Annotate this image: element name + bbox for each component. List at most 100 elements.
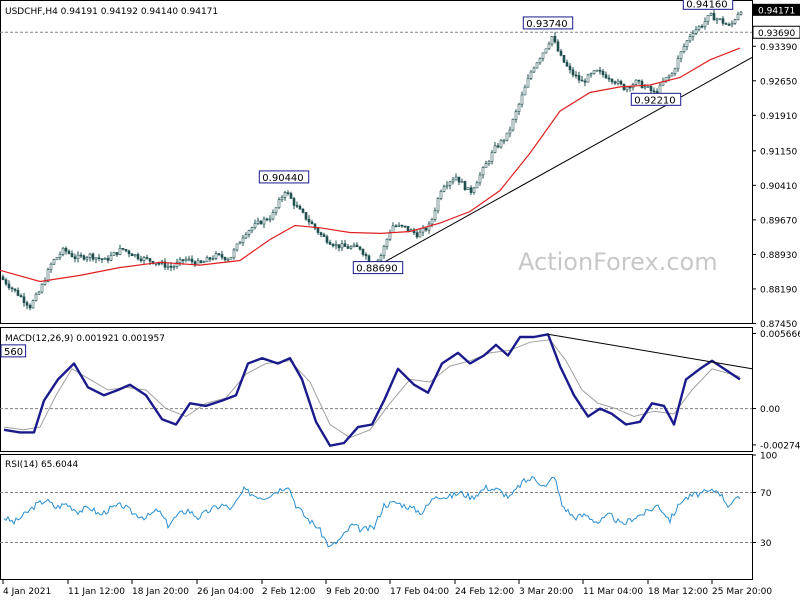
candle-body xyxy=(223,257,227,260)
candle-body xyxy=(484,163,488,168)
rsi-lines xyxy=(0,475,752,548)
candle-body xyxy=(217,253,221,255)
candle-body xyxy=(415,232,419,238)
candle-body xyxy=(460,181,464,183)
candle-body xyxy=(178,259,182,263)
price-tick-label: 0.92650 xyxy=(760,77,797,87)
price-title: USDCHF,H4 0.94191 0.94192 0.94140 0.9417… xyxy=(5,7,218,17)
macd-tick-label: 0.00 xyxy=(760,405,780,415)
moving-average xyxy=(0,47,741,283)
candle-body xyxy=(646,86,650,88)
rsi-tick-label: 100 xyxy=(760,452,777,462)
candle-body xyxy=(421,228,425,233)
candle-body xyxy=(355,244,359,248)
candle-body xyxy=(541,52,545,59)
candle-body xyxy=(256,220,260,224)
annotation-label: 0.93740 xyxy=(526,19,567,30)
price-trendline xyxy=(377,57,753,267)
candle-body xyxy=(634,79,638,85)
rsi-tick-label: 70 xyxy=(760,489,772,499)
price-tick-label: 0.90410 xyxy=(760,182,797,192)
candle-body xyxy=(559,50,563,56)
candle-body xyxy=(598,69,602,72)
candle-body xyxy=(91,253,95,260)
candle-body xyxy=(436,198,440,212)
candle-body xyxy=(94,257,98,260)
annotation-560: 560 xyxy=(0,344,27,358)
candle-body xyxy=(208,257,212,260)
candle-body xyxy=(673,68,677,74)
candle-body xyxy=(340,243,344,249)
candle-body xyxy=(442,186,446,192)
candle-body xyxy=(316,227,320,233)
candle-body xyxy=(553,36,557,43)
candle-body xyxy=(163,261,167,268)
candle-body xyxy=(505,132,509,141)
candle-body xyxy=(238,242,242,245)
candle-body xyxy=(319,232,323,235)
rsi-title: RSI(14) 65.6044 xyxy=(5,460,78,470)
candle-body xyxy=(304,212,308,220)
candle-body xyxy=(112,252,116,256)
candle-body xyxy=(586,74,590,83)
candle-body xyxy=(58,254,62,258)
candle-body xyxy=(79,254,83,257)
candle-body xyxy=(490,152,494,162)
candle-body xyxy=(454,176,458,181)
candle-body xyxy=(400,224,404,227)
candle-body xyxy=(472,187,476,193)
candle-body xyxy=(253,223,257,229)
candle-body xyxy=(679,51,683,59)
candle-body xyxy=(424,228,428,231)
candle-body xyxy=(4,279,8,285)
candle-body xyxy=(199,260,203,263)
candle-body xyxy=(190,258,194,263)
support-trendline xyxy=(377,57,753,267)
annotation-box xyxy=(682,0,734,10)
candle-body xyxy=(529,71,533,79)
candle-body xyxy=(286,192,290,194)
candle-body xyxy=(184,258,188,261)
candle-body xyxy=(310,221,314,225)
x-tick-label: 4 Jan 2021 xyxy=(3,587,51,597)
candle-body xyxy=(667,75,671,78)
candle-body xyxy=(337,244,341,249)
candle-body xyxy=(556,41,560,52)
annotation-0.88690: 0.88690 xyxy=(352,261,404,275)
price-tick-label: 0.93390 xyxy=(760,43,797,53)
macd-signal-line xyxy=(3,339,741,439)
candle-body xyxy=(241,237,245,243)
candle-body xyxy=(49,263,53,270)
candle-body xyxy=(166,265,170,268)
annotation-box xyxy=(0,344,27,358)
candle-body xyxy=(685,40,689,48)
candle-body xyxy=(247,230,251,235)
rsi-tick-label: 30 xyxy=(760,539,772,549)
candle-body xyxy=(118,248,122,255)
candle-body xyxy=(670,73,674,77)
candle-body xyxy=(214,253,218,259)
x-tick-label: 11 Mar 04:00 xyxy=(583,587,643,597)
candle-body xyxy=(574,74,578,77)
moving-average-line xyxy=(0,47,741,283)
candle-body xyxy=(265,218,269,221)
candle-body xyxy=(676,58,680,70)
candle-body xyxy=(394,225,398,228)
candle-body xyxy=(301,208,305,213)
candle-body xyxy=(601,70,605,75)
candle-body xyxy=(457,176,461,183)
candle-body xyxy=(487,161,491,164)
candle-body xyxy=(229,257,233,260)
x-tick-label: 24 Feb 12:00 xyxy=(455,587,514,597)
candle-body xyxy=(391,225,395,233)
candle-body xyxy=(565,62,569,67)
price-annotations: 0.94160 0.93740 0.90440 0.88690 0.92210 560 xyxy=(0,0,734,358)
candle-body xyxy=(307,218,311,223)
candle-body xyxy=(607,77,611,80)
candle-body xyxy=(625,86,629,91)
candle-body xyxy=(274,207,278,213)
candle-body xyxy=(532,67,536,73)
candle-body xyxy=(325,236,329,243)
candle-body xyxy=(577,75,581,81)
annotation-label: 0.94160 xyxy=(686,0,727,10)
